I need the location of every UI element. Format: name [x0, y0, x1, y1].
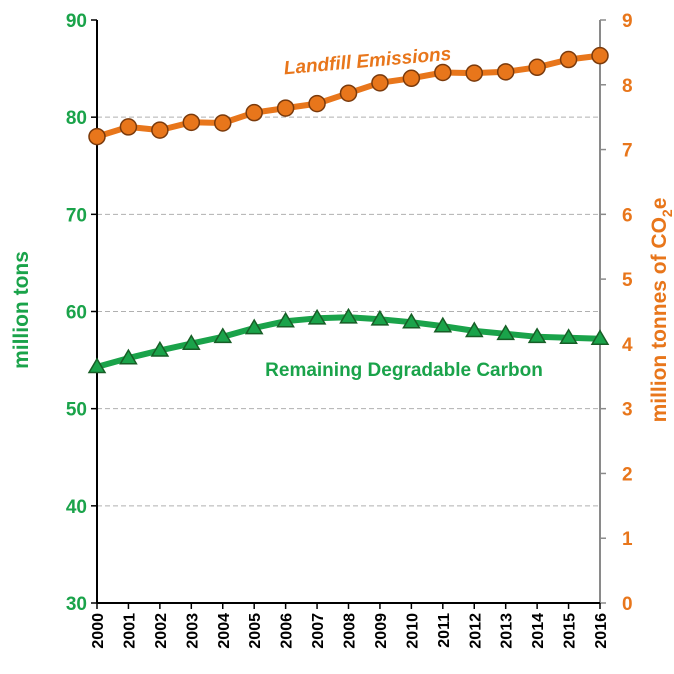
- x-tick-label-2001: 2001: [121, 613, 138, 649]
- point-remaining-degradable-carbon-2016: [590, 329, 610, 346]
- point-landfill-emissions-2002: [151, 121, 169, 139]
- left-axis-title: million tons: [10, 251, 33, 369]
- point-remaining-degradable-carbon-2002: [150, 340, 170, 357]
- point-landfill-emissions-2000: [88, 127, 106, 146]
- point-remaining-degradable-carbon-2008: [339, 307, 358, 324]
- left-tick-label-90: 90: [66, 11, 87, 32]
- right-tick-label-3: 3: [622, 400, 633, 421]
- point-remaining-degradable-carbon-2013: [496, 324, 516, 341]
- point-remaining-degradable-carbon-2009: [370, 309, 390, 326]
- point-landfill-emissions-2016: [591, 46, 609, 65]
- point-landfill-emissions-2009: [371, 74, 389, 92]
- x-tick-label-2012: 2012: [467, 613, 484, 649]
- left-tick-label-40: 40: [66, 497, 87, 518]
- left-tick-label-30: 30: [66, 594, 87, 615]
- x-tick-label-2007: 2007: [310, 613, 327, 649]
- right-tick-label-7: 7: [622, 141, 633, 162]
- x-tick-label-2009: 2009: [373, 613, 390, 649]
- point-landfill-emissions-2004: [214, 114, 232, 132]
- right-tick-label-4: 4: [622, 335, 633, 356]
- x-tick-label-2013: 2013: [499, 613, 516, 649]
- x-tick-label-2002: 2002: [153, 613, 170, 649]
- left-tick-label-50: 50: [66, 400, 87, 421]
- series-layer: [87, 46, 610, 374]
- point-remaining-degradable-carbon-2006: [276, 311, 295, 328]
- x-tick-label-2003: 2003: [184, 613, 201, 649]
- x-tick-label-2004: 2004: [216, 613, 233, 649]
- right-tick-label-2: 2: [622, 464, 633, 485]
- point-landfill-emissions-2014: [528, 58, 546, 77]
- x-tick-label-2015: 2015: [562, 613, 579, 649]
- point-landfill-emissions-2005: [245, 103, 263, 122]
- point-remaining-degradable-carbon-2000: [87, 357, 107, 374]
- point-landfill-emissions-2013: [496, 63, 515, 81]
- x-tick-label-2010: 2010: [404, 613, 421, 649]
- right-tick-label-0: 0: [622, 594, 633, 615]
- x-tick-label-2011: 2011: [436, 613, 453, 648]
- right-tick-label-9: 9: [622, 11, 633, 32]
- point-remaining-degradable-carbon-2003: [181, 334, 201, 350]
- axes: [91, 19, 606, 609]
- right-tick-label-5: 5: [622, 270, 633, 291]
- left-tick-label-80: 80: [66, 108, 87, 129]
- point-remaining-degradable-carbon-2005: [244, 318, 264, 335]
- point-remaining-degradable-carbon-2007: [307, 308, 327, 325]
- point-landfill-emissions-2001: [119, 118, 138, 136]
- x-tick-label-2016: 2016: [593, 613, 610, 649]
- point-remaining-degradable-carbon-2011: [433, 316, 453, 333]
- right-tick-label-8: 8: [622, 76, 633, 97]
- tick-labels: 30 40 50 60 70 80 90 0 1 2 3 4 5 6 7 8 9 2000 2001 2002 2003…: [66, 11, 633, 649]
- point-landfill-emissions-2006: [276, 99, 295, 117]
- point-remaining-degradable-carbon-2004: [213, 327, 233, 344]
- point-remaining-degradable-carbon-2001: [119, 348, 138, 365]
- point-remaining-degradable-carbon-2012: [464, 321, 484, 338]
- point-landfill-emissions-2003: [182, 113, 201, 132]
- point-remaining-degradable-carbon-2010: [402, 312, 421, 329]
- point-remaining-degradable-carbon-2015: [559, 328, 578, 345]
- point-landfill-emissions-2010: [402, 69, 421, 88]
- point-landfill-emissions-2012: [465, 64, 483, 82]
- series-label-remaining-degradable-carbon: Remaining Degradable Carbon: [265, 360, 543, 381]
- x-tick-label-2005: 2005: [247, 613, 264, 649]
- right-tick-label-6: 6: [622, 205, 633, 226]
- point-remaining-degradable-carbon-2014: [527, 327, 547, 344]
- right-axis-title: million tonnes of CO2e: [648, 198, 674, 423]
- right-tick-label-1: 1: [622, 529, 633, 550]
- right-axis-title-subscript: 2: [659, 209, 674, 217]
- left-tick-label-70: 70: [66, 205, 87, 226]
- point-landfill-emissions-2011: [434, 63, 452, 82]
- x-tick-label-2014: 2014: [530, 613, 547, 649]
- x-tick-label-2006: 2006: [279, 613, 296, 649]
- x-tick-label-2008: 2008: [342, 613, 359, 649]
- right-axis-title-main: million tonnes of CO: [648, 217, 671, 422]
- point-landfill-emissions-2007: [308, 94, 326, 113]
- x-tick-label-2000: 2000: [90, 613, 107, 649]
- right-axis-title-tail: e: [648, 198, 671, 210]
- point-landfill-emissions-2015: [559, 50, 578, 69]
- point-landfill-emissions-2008: [339, 84, 358, 102]
- left-tick-label-60: 60: [66, 303, 87, 324]
